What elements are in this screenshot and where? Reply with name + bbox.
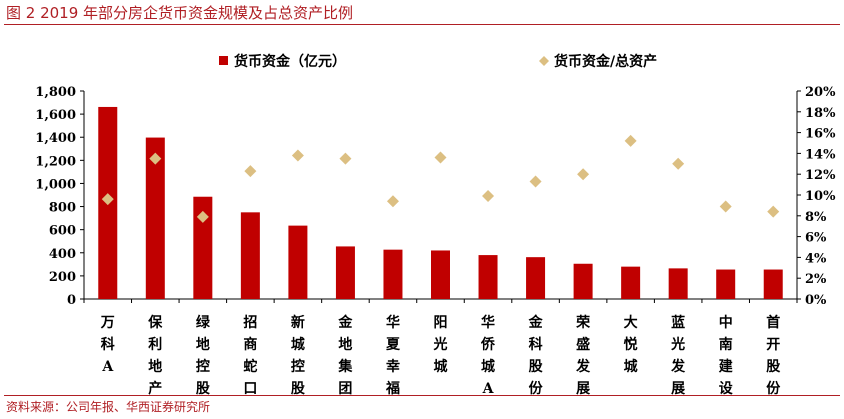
bar — [240, 212, 260, 299]
left-tick-label: 1,600 — [35, 108, 76, 123]
right-tick-label: 16% — [805, 127, 836, 142]
ratio-marker — [149, 152, 162, 165]
ratio-marker — [291, 149, 304, 162]
category-label: 中南建设 — [719, 314, 734, 396]
ratio-marker — [482, 190, 495, 203]
category-label: 招商蛇口 — [243, 314, 257, 396]
ratio-marker — [386, 195, 399, 208]
category-label: 金科股份 — [528, 314, 544, 396]
bar-series — [98, 106, 783, 300]
legend-swatch-marker — [539, 56, 549, 66]
bar — [573, 263, 593, 299]
source-note: 资料来源：公司年报、华西证券研究所 — [6, 400, 211, 414]
category-label: 华侨城 A — [480, 314, 496, 396]
ratio-marker — [434, 151, 447, 164]
ratio-marker — [339, 152, 352, 165]
legend-swatch-bar — [219, 56, 228, 65]
bar — [763, 269, 783, 299]
right-tick-label: 0% — [805, 293, 827, 308]
ratio-marker — [577, 168, 590, 181]
right-tick-label: 6% — [805, 231, 827, 246]
left-tick-label: 400 — [49, 247, 76, 262]
ratio-marker — [767, 205, 780, 218]
bar — [621, 266, 641, 299]
bar — [335, 246, 355, 299]
category-label: 大悦城 — [624, 314, 638, 375]
right-tick-label: 2% — [805, 272, 827, 287]
chart-axes: 0 200 400 600 800 1,000 1,200 1,400 1,600 1,800 0%… — [35, 85, 836, 396]
ratio-marker — [244, 165, 257, 178]
category-label: 绿地控股 — [196, 314, 211, 396]
right-tick-label: 18% — [805, 106, 836, 121]
category-label: 保利地产 — [147, 314, 163, 396]
left-tick-label: 200 — [49, 270, 76, 285]
left-tick-label: 1,200 — [35, 154, 76, 169]
title-divider — [4, 24, 840, 25]
category-label: 蓝光发展 — [670, 314, 686, 396]
right-tick-label: 20% — [805, 85, 836, 100]
right-tick-label: 10% — [805, 189, 836, 204]
category-label: 荣盛发展 — [575, 314, 591, 396]
chart: 0 200 400 600 800 1,000 1,200 1,400 1,600 1,800 0%… — [35, 53, 836, 396]
legend-label-bar: 货币资金（亿元） — [233, 53, 346, 70]
left-tick-label: 800 — [49, 201, 76, 216]
bar — [668, 268, 688, 299]
left-tick-label: 1,400 — [35, 131, 76, 146]
right-tick-label: 12% — [805, 168, 836, 183]
bar — [193, 196, 213, 299]
ratio-marker — [719, 200, 732, 213]
category-label: 金地集团 — [337, 314, 353, 396]
figure-title: 图 2 2019 年部分房企货币资金规模及占总资产比例 — [6, 4, 354, 22]
bar — [383, 249, 403, 299]
ratio-marker — [529, 175, 542, 188]
right-tick-label: 14% — [805, 147, 836, 162]
bar — [145, 137, 165, 299]
category-label: 万科 A — [100, 315, 115, 375]
marker-series — [101, 134, 780, 223]
left-tick-label: 1,800 — [35, 85, 76, 100]
ratio-marker — [624, 134, 637, 147]
legend: 货币资金（亿元） 货币资金/总资产 — [219, 53, 657, 70]
ratio-marker — [196, 210, 209, 223]
ratio-marker — [101, 193, 114, 206]
category-label: 首开股份 — [766, 314, 781, 396]
left-tick-label: 0 — [67, 293, 76, 308]
bar — [478, 255, 498, 299]
legend-label-marker: 货币资金/总资产 — [553, 53, 657, 70]
bar — [716, 269, 736, 299]
right-tick-label: 4% — [805, 251, 827, 266]
right-tick-label: 8% — [805, 210, 827, 225]
category-label: 阳光城 — [433, 315, 448, 375]
bar — [288, 225, 308, 299]
bar — [431, 250, 450, 299]
category-label: 华夏幸福 — [385, 314, 401, 396]
bar — [526, 257, 546, 299]
category-label: 新城控股 — [291, 314, 306, 396]
ratio-marker — [672, 157, 685, 170]
left-tick-label: 1,000 — [35, 177, 76, 192]
bottom-divider — [4, 395, 840, 396]
left-tick-label: 600 — [49, 224, 76, 239]
